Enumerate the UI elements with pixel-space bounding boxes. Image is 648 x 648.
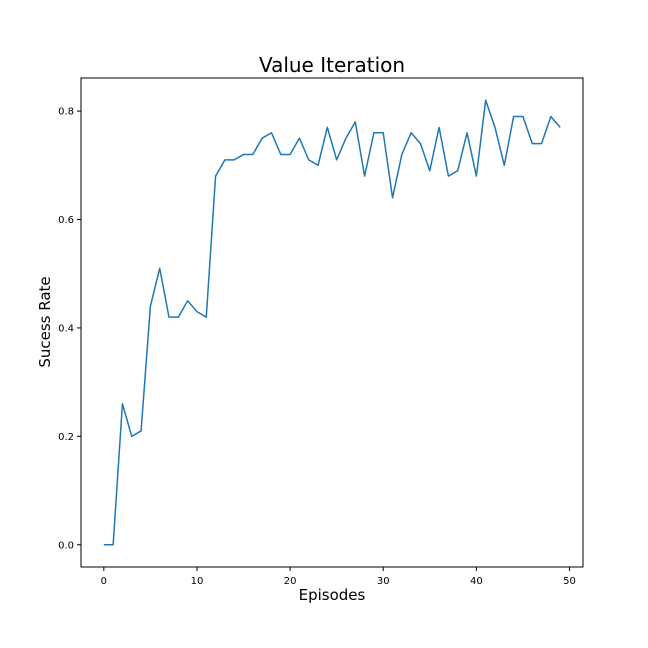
chart-title: Value Iteration: [259, 53, 405, 77]
x-tick-label: 10: [191, 576, 204, 587]
x-tick-label: 0: [101, 576, 107, 587]
y-tick-label: 0.8: [58, 107, 74, 118]
x-tick-label: 40: [470, 576, 483, 587]
x-axis-label: Episodes: [299, 586, 366, 604]
x-tick-label: 30: [377, 576, 390, 587]
series-line-0: [103, 99, 561, 546]
y-axis: 0.0 0.2 0.4 0.6 0.8: [58, 107, 81, 551]
plot-frame: [80, 77, 584, 568]
y-axis-label: Sucess Rate: [36, 276, 54, 367]
x-tick-label: 20: [284, 576, 297, 587]
x-tick-label: 50: [563, 576, 576, 587]
y-tick-label: 0.6: [58, 215, 74, 226]
y-tick-label: 0.0: [58, 540, 74, 551]
y-tick-label: 0.2: [58, 432, 74, 443]
x-axis: 0 10 20 30 40 50: [101, 567, 576, 587]
y-tick-label: 0.4: [58, 323, 74, 334]
plot-area: [80, 77, 584, 568]
